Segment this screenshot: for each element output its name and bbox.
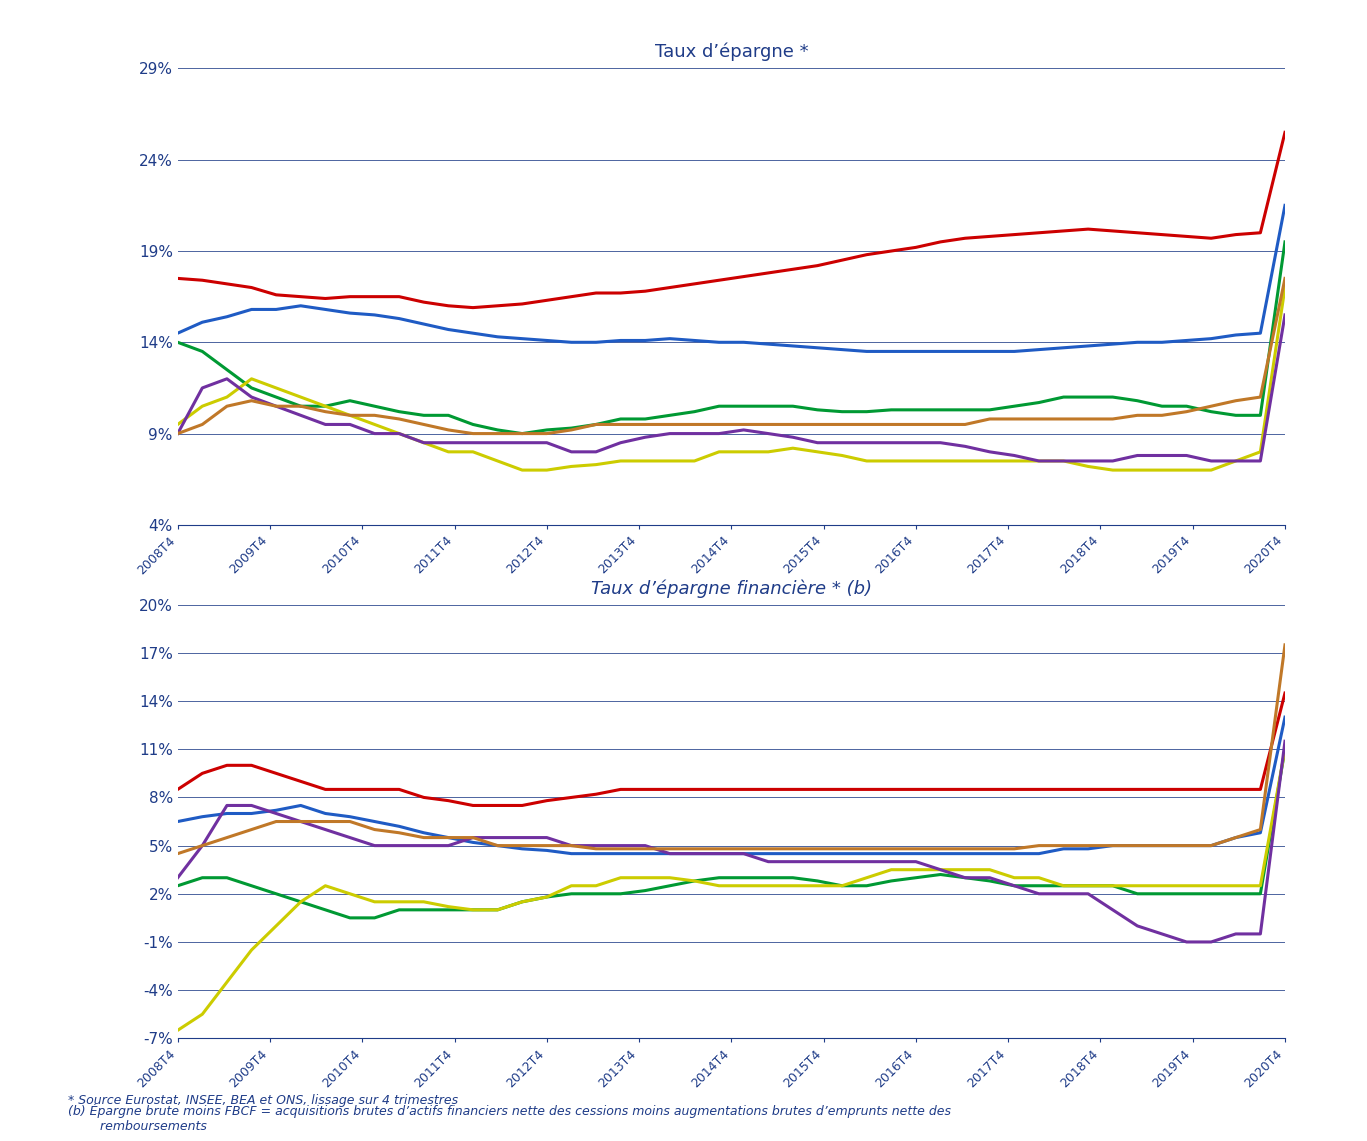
Title: Taux d’épargne financière * (b): Taux d’épargne financière * (b)	[591, 580, 872, 598]
Legend: Allemagne, France, Italie, Espagne, Royaume-Uni, États-Unis: Allemagne, France, Italie, Espagne, Roya…	[392, 632, 1070, 657]
Text: * Source Eurostat, INSEE, BEA et ONS, lissage sur 4 trimestres: * Source Eurostat, INSEE, BEA et ONS, li…	[68, 1094, 458, 1108]
Title: Taux d’épargne *: Taux d’épargne *	[655, 43, 808, 62]
Text: (b) Épargne brute moins FBCF = acquisitions brutes d’actifs financiers nette des: (b) Épargne brute moins FBCF = acquisiti…	[68, 1103, 951, 1133]
